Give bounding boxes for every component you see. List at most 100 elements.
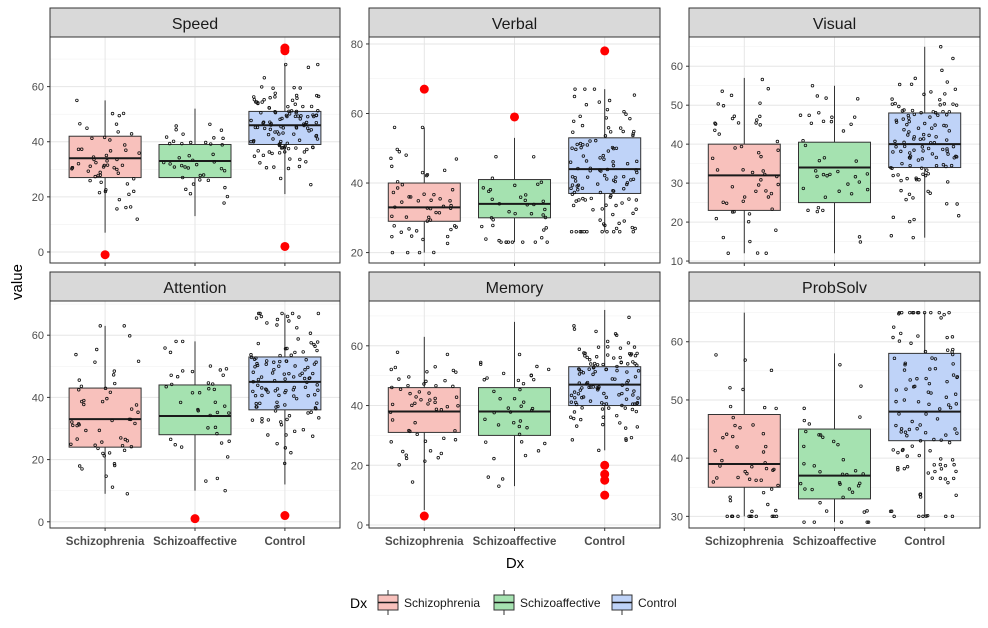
jitter-point (924, 376, 928, 381)
jitter-point (115, 157, 119, 162)
legend-item-schizophrenia: Schizophrenia (377, 590, 480, 615)
jitter-point (927, 381, 932, 386)
jitter-point (894, 145, 898, 149)
jitter-point (623, 406, 627, 410)
y-tick-label: 50 (671, 395, 683, 407)
jitter-point (401, 449, 405, 454)
y-tick-label: 60 (671, 61, 683, 73)
jitter-point (445, 234, 450, 239)
jitter-point (315, 401, 319, 405)
y-tick-label: 20 (32, 192, 44, 204)
jitter-point (926, 172, 930, 176)
jitter-point (264, 362, 268, 366)
jitter-point (86, 169, 90, 173)
jitter-point (607, 406, 611, 410)
jitter-point (584, 159, 589, 163)
jitter-point (942, 123, 946, 128)
jitter-point (821, 172, 826, 177)
jitter-point (292, 385, 296, 390)
jitter-point (517, 432, 522, 437)
jitter-point (313, 344, 317, 349)
jitter-point (104, 153, 109, 158)
jitter-point (726, 251, 730, 255)
jitter-point (604, 367, 609, 372)
jitter-point (928, 141, 933, 145)
jitter-point (437, 211, 442, 215)
jitter-point (290, 311, 295, 316)
jitter-point (283, 377, 287, 381)
jitter-point (215, 431, 219, 436)
box-iqr (387, 387, 461, 433)
jitter-point (921, 149, 925, 153)
jitter-point (276, 404, 280, 409)
jitter-point (897, 82, 902, 87)
panels-layer: Speed 0 20 40 60 Verbal 20 40 60 80 Visual 10 20 30 40… (32, 7, 981, 548)
jitter-point (916, 400, 921, 404)
legend-label: Control (638, 596, 677, 610)
jitter-point (935, 417, 940, 421)
box-iqr (158, 384, 232, 436)
jitter-point (903, 361, 907, 366)
jitter-point (273, 130, 277, 134)
jitter-point (428, 398, 432, 402)
jitter-point (439, 451, 444, 456)
jitter-point (798, 481, 803, 486)
legend-item-schizoaffective: Schizoaffective (493, 590, 601, 615)
jitter-point (490, 176, 495, 180)
jitter-point (88, 164, 92, 168)
jitter-point (818, 501, 822, 505)
jitter-point (422, 192, 426, 196)
jitter-point (282, 146, 287, 150)
jitter-point (903, 363, 907, 367)
jitter-point (208, 122, 212, 127)
jitter-point (390, 164, 394, 169)
jitter-point (433, 400, 437, 405)
jitter-point (823, 195, 828, 199)
jitter-point (181, 132, 185, 136)
jitter-point (388, 410, 393, 414)
jitter-point (513, 211, 517, 216)
jitter-point (311, 145, 315, 150)
jitter-point (266, 433, 270, 437)
jitter-point (260, 386, 264, 390)
jitter-point (602, 391, 606, 396)
jitter-point (609, 193, 613, 198)
jitter-point (303, 368, 307, 372)
jitter-point (917, 514, 921, 519)
jitter-point (761, 432, 766, 436)
jitter-point (532, 377, 536, 382)
jitter-point (102, 135, 107, 140)
jitter-point (942, 102, 947, 106)
jitter-point (755, 251, 760, 255)
jitter-point (164, 135, 169, 139)
jitter-point (532, 155, 536, 159)
jitter-point (587, 385, 591, 390)
jitter-point (302, 123, 306, 128)
jitter-point (951, 144, 956, 149)
jitter-point (572, 324, 576, 328)
jitter-point (499, 240, 503, 244)
jitter-point (395, 350, 400, 354)
jitter-point (629, 353, 633, 357)
jitter-point (573, 87, 577, 91)
jitter-point (897, 412, 901, 416)
jitter-point (837, 189, 841, 193)
jitter-point (525, 426, 529, 430)
box-iqr (68, 135, 142, 179)
jitter-point (941, 109, 945, 114)
jitter-point (279, 420, 283, 424)
jitter-point (442, 436, 446, 441)
jitter-point (816, 205, 821, 210)
jitter-point (910, 444, 914, 448)
jitter-point (258, 401, 262, 406)
jitter-point (189, 140, 193, 145)
panel-visual: Visual 10 20 30 40 50 60 (671, 7, 981, 268)
jitter-point (601, 222, 606, 226)
jitter-point (256, 383, 260, 387)
jitter-point (110, 485, 115, 489)
jitter-point (389, 440, 393, 444)
jitter-point (921, 514, 925, 519)
jitter-point (251, 380, 255, 384)
jitter-point (105, 163, 110, 167)
